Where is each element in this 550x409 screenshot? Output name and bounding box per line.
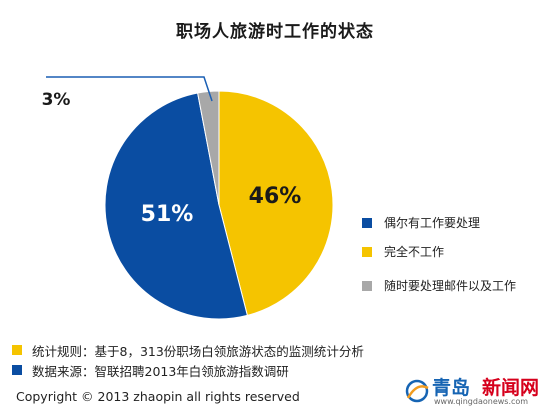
- pie-slice-1: [104, 92, 248, 320]
- pie-slice-0: [218, 90, 334, 317]
- watermark-logo-icon: [405, 379, 429, 403]
- callout-line: [46, 76, 213, 102]
- legend-label: 偶尔有工作要处理: [384, 216, 481, 230]
- watermark-url: www.qingdaonews.com: [434, 397, 529, 406]
- watermark-name-part2: 新闻网: [482, 377, 540, 399]
- legend-swatch-yellow: [362, 246, 372, 257]
- slice-value-label-0: 46%: [249, 184, 302, 209]
- chart-title: 职场人旅游时工作的状态: [176, 22, 374, 42]
- note-swatch-yellow: [12, 345, 22, 355]
- legend-label: 完全不工作: [384, 245, 445, 259]
- slice-value-label-2: 3%: [42, 90, 71, 110]
- note-text: 统计规则：基于8，313份职场白领旅游状态的监测统计分析: [32, 343, 364, 359]
- watermark-name-part1: 青岛: [432, 377, 471, 399]
- legend-swatch-gray: [362, 280, 372, 291]
- copyright: Copyright © 2013 zhaopin all rights rese…: [16, 389, 300, 404]
- watermark: 青岛 新闻网 www.qingdaonews.com: [404, 372, 550, 409]
- legend-item-always: 随时要处理邮件以及工作: [362, 277, 516, 294]
- note-rule: 统计规则：基于8，313份职场白领旅游状态的监测统计分析: [12, 340, 364, 360]
- legend-label: 随时要处理邮件以及工作: [384, 279, 517, 293]
- note-source: 数据来源：智联招聘2013年白领旅游指数调研: [12, 360, 364, 380]
- slice-value-label-1: 51%: [141, 202, 194, 227]
- note-swatch-blue: [12, 365, 22, 375]
- legend-swatch-blue: [362, 217, 372, 228]
- legend-item-not-working: 完全不工作: [362, 243, 444, 260]
- footnotes: 统计规则：基于8，313份职场白领旅游状态的监测统计分析 数据来源：智联招聘20…: [12, 340, 364, 380]
- note-text: 数据来源：智联招聘2013年白领旅游指数调研: [32, 363, 289, 379]
- legend-item-occasional: 偶尔有工作要处理: [362, 214, 480, 231]
